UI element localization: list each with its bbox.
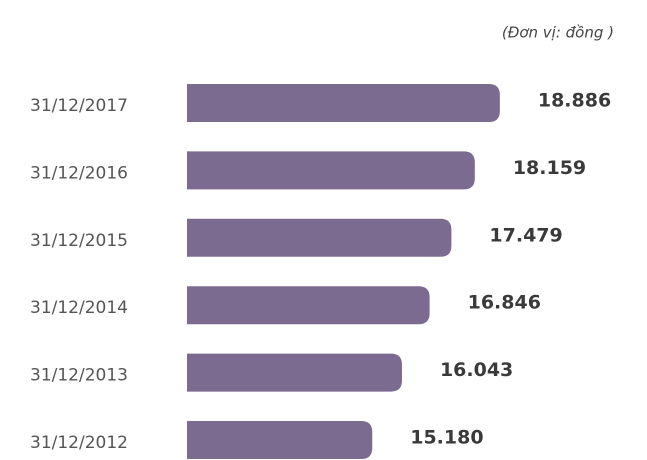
chart-subtitle: (Đơn vị: đồng ) <box>502 24 614 42</box>
y-tick-label: 31/12/2017 <box>30 96 128 116</box>
value-label: 18.886 <box>538 90 611 112</box>
bar <box>187 286 430 325</box>
value-label: 16.043 <box>440 359 513 381</box>
bar <box>187 151 475 190</box>
bar <box>187 421 373 459</box>
y-tick-label: 31/12/2015 <box>30 231 128 251</box>
value-label: 18.159 <box>513 157 586 179</box>
value-label: 15.180 <box>410 427 483 449</box>
y-tick-label: 31/12/2012 <box>30 433 128 453</box>
y-tick-label: 31/12/2014 <box>30 298 128 318</box>
y-tick-label: 31/12/2013 <box>30 366 128 386</box>
bar <box>187 218 452 257</box>
value-label: 16.846 <box>468 292 541 314</box>
bar <box>187 353 402 392</box>
value-label: 17.479 <box>489 224 562 246</box>
bar <box>187 84 500 122</box>
y-tick-label: 31/12/2016 <box>30 163 128 183</box>
